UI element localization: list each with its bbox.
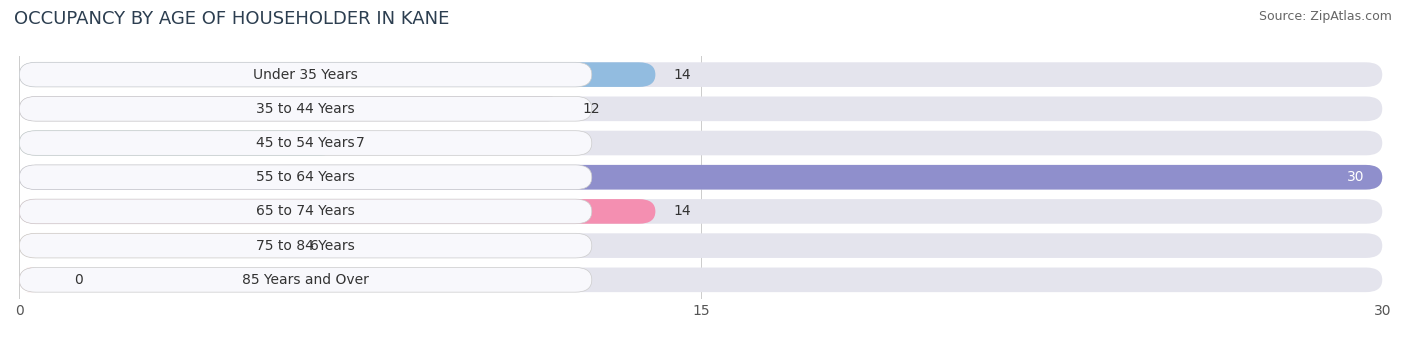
FancyBboxPatch shape xyxy=(20,131,592,155)
FancyBboxPatch shape xyxy=(20,62,592,87)
Text: 7: 7 xyxy=(356,136,364,150)
FancyBboxPatch shape xyxy=(20,165,1382,189)
Text: 0: 0 xyxy=(75,273,83,287)
FancyBboxPatch shape xyxy=(20,268,592,292)
FancyBboxPatch shape xyxy=(20,97,1382,121)
FancyBboxPatch shape xyxy=(20,268,1382,292)
FancyBboxPatch shape xyxy=(20,97,592,121)
Text: 45 to 54 Years: 45 to 54 Years xyxy=(256,136,354,150)
FancyBboxPatch shape xyxy=(20,199,655,224)
Text: Source: ZipAtlas.com: Source: ZipAtlas.com xyxy=(1258,10,1392,23)
Text: 14: 14 xyxy=(673,204,692,218)
Text: 14: 14 xyxy=(673,68,692,82)
Text: 65 to 74 Years: 65 to 74 Years xyxy=(256,204,354,218)
Text: 75 to 84 Years: 75 to 84 Years xyxy=(256,239,354,253)
Text: 35 to 44 Years: 35 to 44 Years xyxy=(256,102,354,116)
Text: 12: 12 xyxy=(582,102,600,116)
FancyBboxPatch shape xyxy=(20,233,292,258)
Text: 55 to 64 Years: 55 to 64 Years xyxy=(256,170,354,184)
FancyBboxPatch shape xyxy=(20,199,592,224)
FancyBboxPatch shape xyxy=(20,165,592,189)
Text: 6: 6 xyxy=(311,239,319,253)
FancyBboxPatch shape xyxy=(20,268,42,292)
FancyBboxPatch shape xyxy=(20,62,1382,87)
FancyBboxPatch shape xyxy=(20,131,337,155)
Text: OCCUPANCY BY AGE OF HOUSEHOLDER IN KANE: OCCUPANCY BY AGE OF HOUSEHOLDER IN KANE xyxy=(14,10,450,28)
FancyBboxPatch shape xyxy=(20,233,592,258)
FancyBboxPatch shape xyxy=(20,131,1382,155)
FancyBboxPatch shape xyxy=(20,62,655,87)
FancyBboxPatch shape xyxy=(20,199,1382,224)
FancyBboxPatch shape xyxy=(20,165,1382,189)
Text: 30: 30 xyxy=(1347,170,1364,184)
FancyBboxPatch shape xyxy=(20,233,1382,258)
Text: 85 Years and Over: 85 Years and Over xyxy=(242,273,368,287)
FancyBboxPatch shape xyxy=(20,97,565,121)
Text: Under 35 Years: Under 35 Years xyxy=(253,68,359,82)
